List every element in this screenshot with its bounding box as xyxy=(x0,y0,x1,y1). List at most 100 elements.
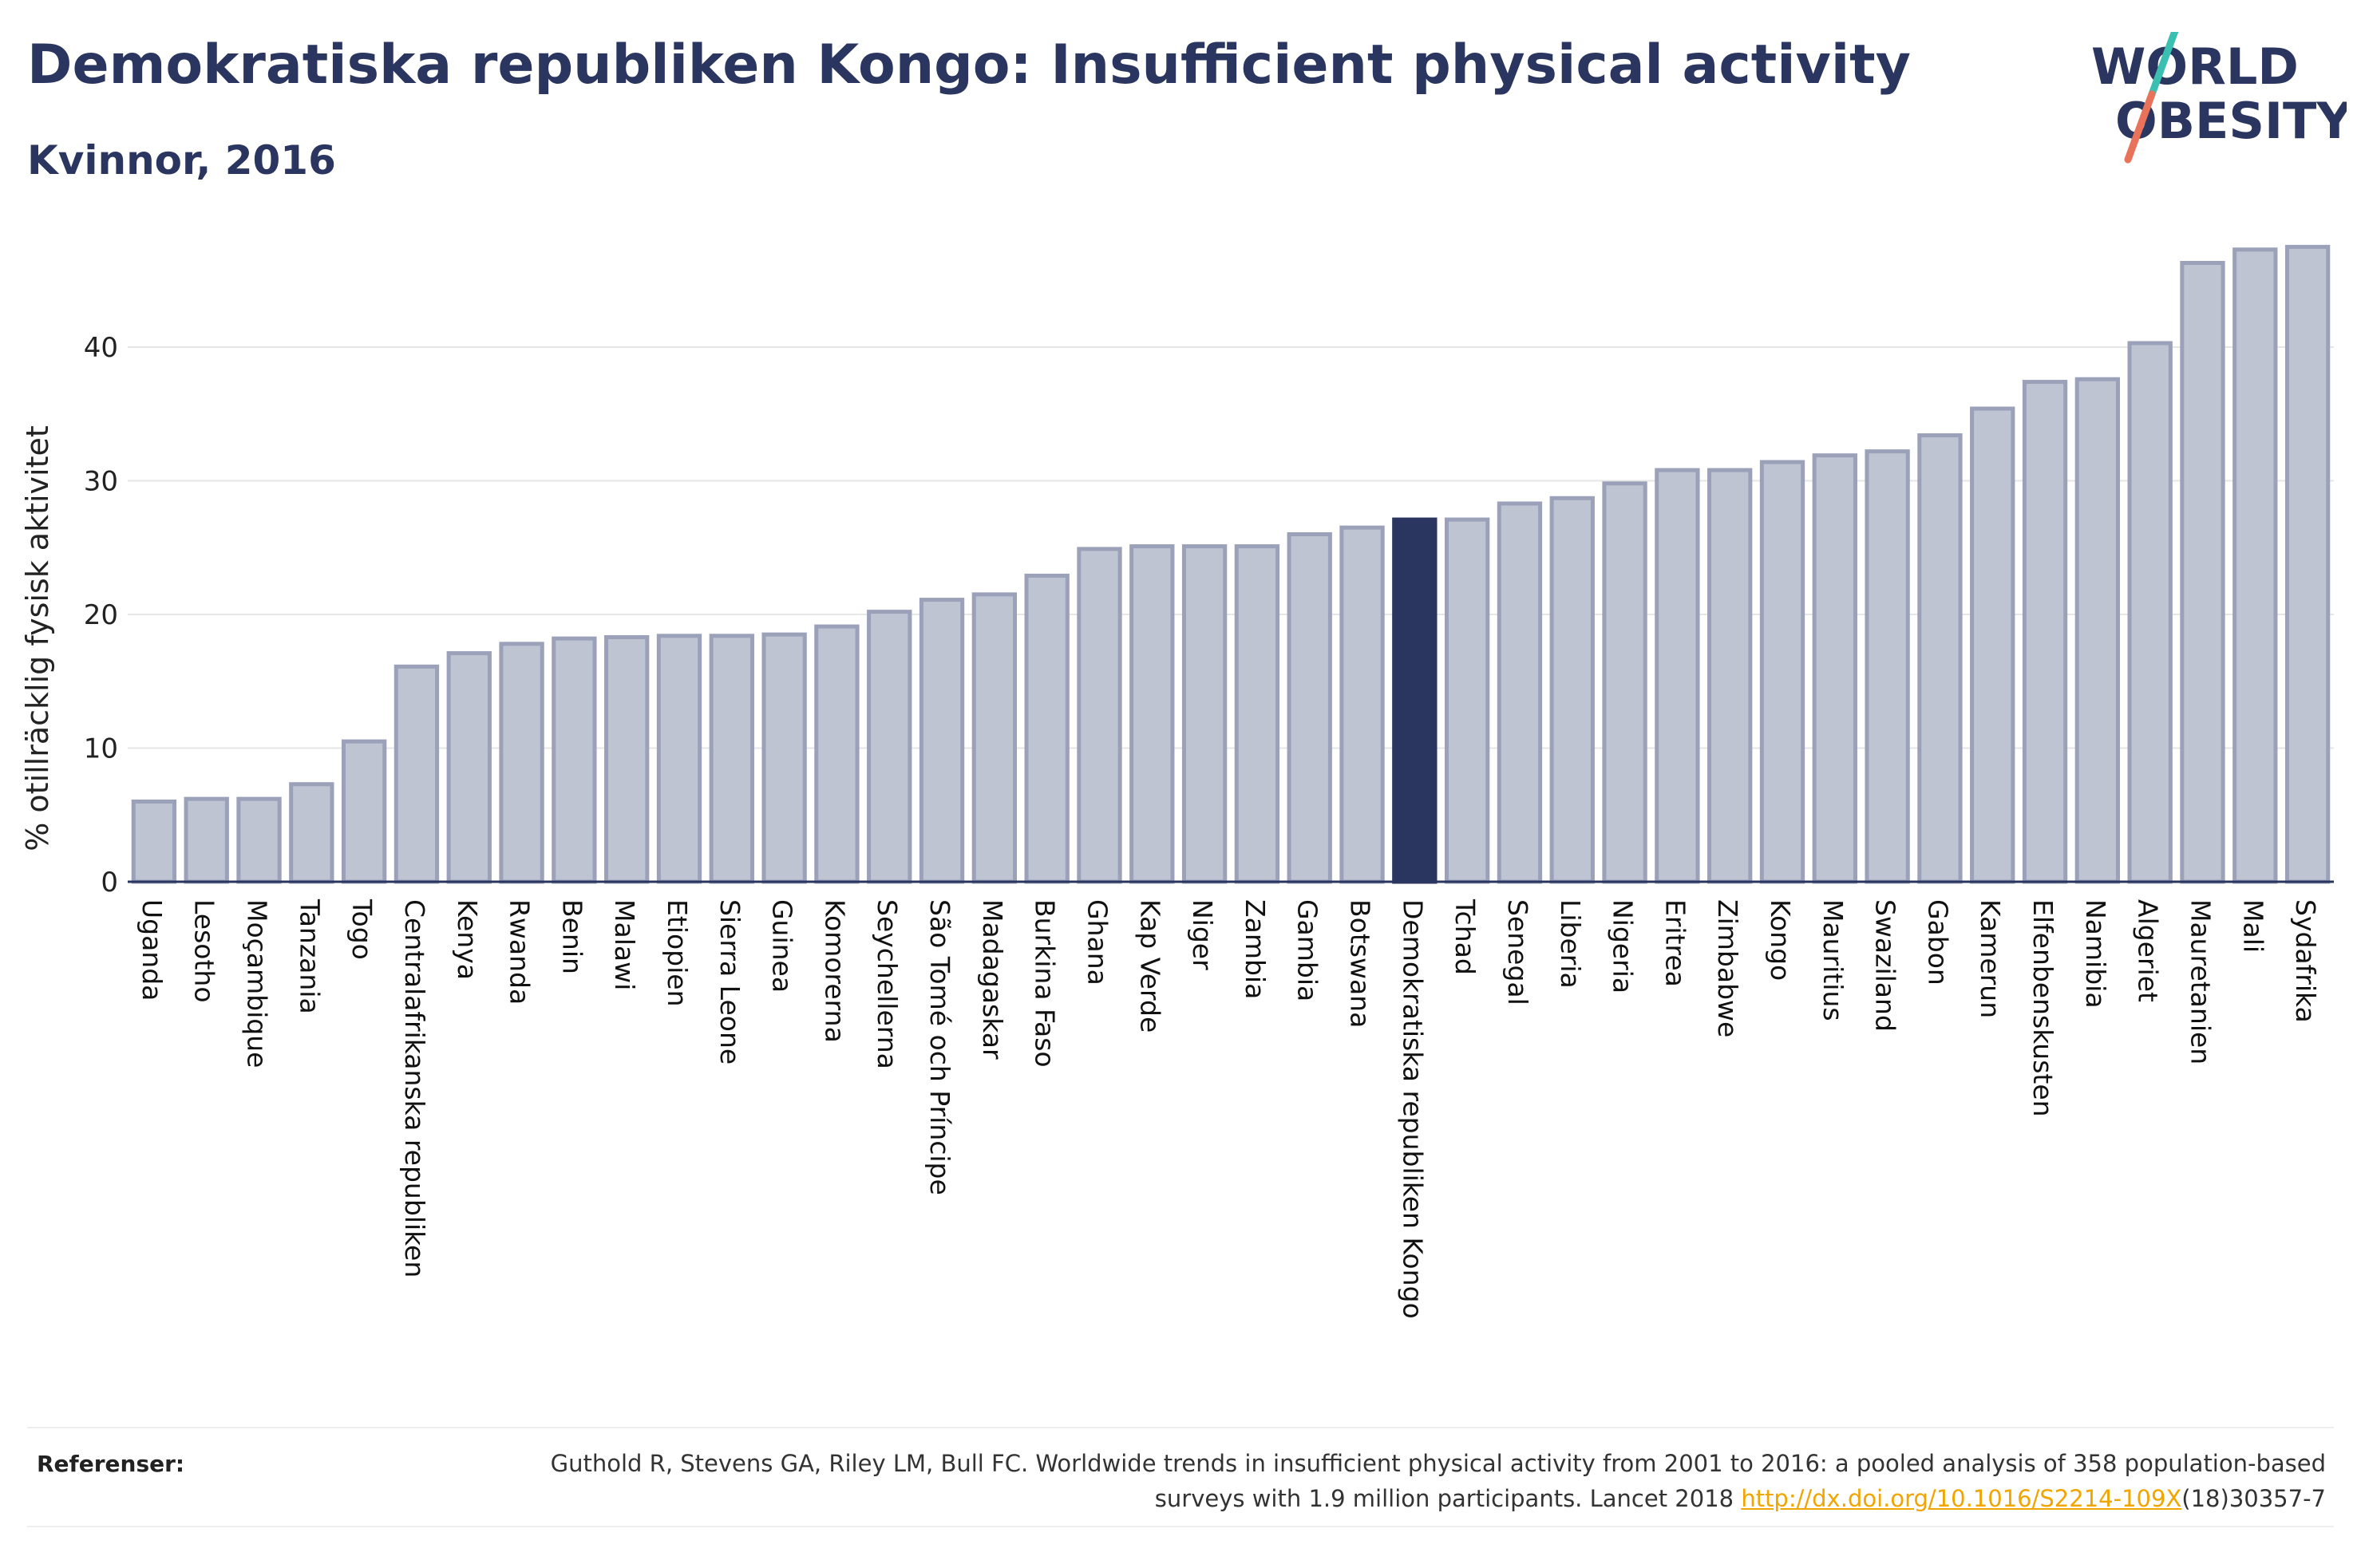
x-tick-label: Lesotho xyxy=(189,899,220,1003)
x-tick-label: Benin xyxy=(556,899,587,974)
bar xyxy=(236,796,282,884)
bar xyxy=(446,651,492,884)
x-tick-label: São Tomé och Príncipe xyxy=(924,899,955,1195)
references-label: Referenser: xyxy=(37,1451,185,1477)
bar xyxy=(1812,453,1857,884)
x-tick-label: Malawi xyxy=(609,899,640,990)
references-citation: Guthold R, Stevens GA, Riley LM, Bull FC… xyxy=(550,1450,2326,1512)
bar-highlight xyxy=(1392,517,1438,884)
bar-chart: 0 10 20 30 40 Uganda Lesotho Moçambique Tanzani… xyxy=(20,244,2334,1319)
grid-lines xyxy=(128,346,2334,749)
x-tick-label: Kongo xyxy=(1765,899,1796,981)
bar xyxy=(656,634,702,884)
x-tick-label: Swaziland xyxy=(1870,899,1901,1032)
x-tick-label: Liberia xyxy=(1555,899,1586,989)
world-obesity-logo: WORLD OBESITY xyxy=(2091,32,2347,164)
y-axis-label: % otillräcklig fysisk aktivitet xyxy=(20,425,55,851)
bar xyxy=(341,739,387,884)
x-tick-label: Nigeria xyxy=(1608,899,1639,993)
x-tick-label: Burkina Faso xyxy=(1030,899,1061,1068)
x-tick-label: Zambia xyxy=(1240,899,1271,999)
bar xyxy=(1287,532,1332,884)
bar xyxy=(499,642,544,884)
chart-subtitle: Kvinnor, 2016 xyxy=(27,137,336,184)
y-tick-label: 0 xyxy=(101,867,118,899)
bar xyxy=(1181,544,1228,884)
bar xyxy=(1655,468,1700,884)
x-tick-label: Elfenbenskusten xyxy=(2027,899,2058,1117)
x-tick-label: Gabon xyxy=(1922,899,1953,985)
bar xyxy=(2284,244,2331,884)
bar xyxy=(919,598,965,884)
bar xyxy=(1339,525,1385,884)
bar xyxy=(1024,573,1070,884)
x-tick-label: Zimbabwe xyxy=(1712,899,1743,1037)
x-tick-label: Tanzania xyxy=(294,899,325,1014)
x-tick-label: Algeriet xyxy=(2133,899,2164,1002)
x-tick-label: Demokratiska republiken Kongo xyxy=(1397,899,1428,1319)
bar xyxy=(2180,260,2225,884)
x-tick-label: Kamerun xyxy=(1975,899,2006,1018)
bar xyxy=(184,796,229,884)
x-tick-label: Kenya xyxy=(452,899,483,980)
x-tick-label: Komorerna xyxy=(819,899,850,1043)
bar xyxy=(1497,501,1543,884)
bar xyxy=(1865,449,1910,884)
bar xyxy=(1077,547,1122,884)
x-tick-label: Rwanda xyxy=(504,899,536,1005)
bar xyxy=(1129,544,1175,884)
bar xyxy=(604,634,650,884)
chart-title: Demokratiska republiken Kongo: Insuffici… xyxy=(27,34,1911,97)
bar xyxy=(2232,247,2278,884)
x-tick-label: Eritrea xyxy=(1659,899,1691,987)
bars xyxy=(131,244,2331,884)
bar xyxy=(2127,341,2173,884)
x-tick-label: Togo xyxy=(346,899,378,960)
bar xyxy=(1759,460,1805,884)
bar xyxy=(1444,517,1490,884)
bar xyxy=(761,632,807,884)
x-tick-label: Seychellerna xyxy=(872,899,903,1069)
x-tick-labels: Uganda Lesotho Moçambique Tanzania Togo Centr… xyxy=(136,899,2321,1319)
y-tick-label: 30 xyxy=(84,466,118,498)
bar xyxy=(1602,481,1647,884)
bar xyxy=(709,634,754,884)
x-tick-label: Senegal xyxy=(1502,899,1533,1005)
bar xyxy=(289,782,334,884)
y-tick-label: 40 xyxy=(84,332,118,364)
x-tick-label: Uganda xyxy=(136,899,168,1001)
x-tick-label: Moçambique xyxy=(242,899,273,1068)
bar xyxy=(867,610,912,884)
logo-line1: WORLD xyxy=(2091,38,2299,96)
references-text: Guthold R, Stevens GA, Riley LM, Bull FC… xyxy=(490,1446,2326,1516)
bar xyxy=(131,800,177,884)
bar xyxy=(1234,544,1280,884)
bar xyxy=(1970,406,2015,884)
x-tick-label: Etiopien xyxy=(662,899,693,1006)
bar xyxy=(552,636,597,884)
bar xyxy=(1707,468,1753,884)
references-citation-suffix: (18)30357-7 xyxy=(2181,1485,2326,1512)
bar xyxy=(1917,433,1963,884)
x-tick-label: Guinea xyxy=(767,899,798,993)
x-tick-label: Botswana xyxy=(1345,899,1376,1028)
y-tick-label: 10 xyxy=(84,733,118,765)
references-bottom-divider xyxy=(27,1526,2334,1527)
y-tick-label: 20 xyxy=(84,599,118,631)
x-tick-label: Sydafrika xyxy=(2290,899,2321,1023)
bar xyxy=(971,592,1018,884)
x-tick-label: Madagaskar xyxy=(977,899,1008,1060)
bar xyxy=(2074,377,2121,884)
x-tick-label: Gambia xyxy=(1292,899,1323,1001)
logo-slash-top xyxy=(2148,32,2179,98)
logo-line2: OBESITY xyxy=(2115,92,2347,150)
bar xyxy=(1549,496,1595,884)
x-tick-label: Mauretanien xyxy=(2185,899,2216,1064)
x-tick-label: Niger xyxy=(1187,899,1218,970)
x-tick-label: Namibia xyxy=(2080,899,2111,1009)
references-doi-link[interactable]: http://dx.doi.org/10.1016/S2214-109X xyxy=(1741,1485,2182,1512)
bar xyxy=(394,664,440,884)
x-tick-label: Mali xyxy=(2237,899,2268,953)
x-tick-label: Mauritius xyxy=(1817,899,1849,1021)
bar xyxy=(814,624,860,884)
